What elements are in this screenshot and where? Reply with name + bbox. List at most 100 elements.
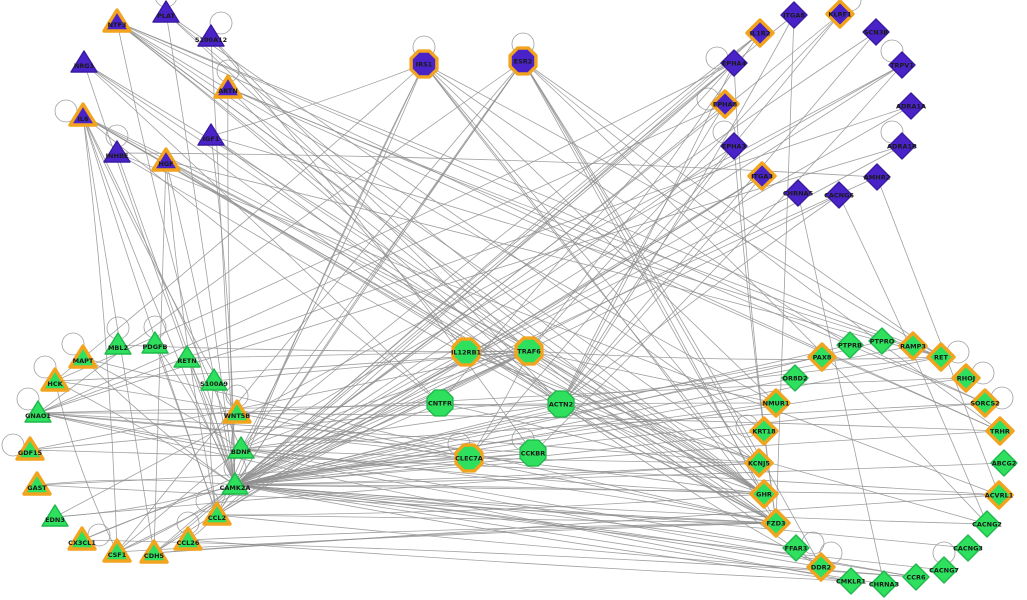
diamond-node-shape[interactable] (926, 342, 956, 372)
node-acvrl1[interactable]: ACVRL1 (984, 480, 1014, 510)
diamond-node-shape[interactable] (954, 534, 982, 562)
diamond-node-shape[interactable] (720, 132, 748, 160)
triangle-node-shape[interactable] (15, 436, 45, 461)
diamond-node-shape[interactable] (973, 510, 1001, 538)
node-mapt[interactable]: MAPT (68, 344, 98, 369)
triangle-node-shape[interactable] (152, 0, 180, 23)
diamond-node-shape[interactable] (902, 563, 930, 591)
diamond-node-shape[interactable] (780, 1, 808, 29)
diamond-node-shape[interactable] (761, 508, 791, 538)
octagon-node-shape[interactable] (514, 336, 544, 366)
diamond-node-shape[interactable] (985, 416, 1015, 446)
node-ccl2[interactable]: CCL2 (202, 501, 232, 526)
node-il1r2[interactable]: IL1R2 (745, 18, 775, 48)
diamond-node-shape[interactable] (930, 556, 958, 584)
triangle-node-shape[interactable] (104, 332, 132, 355)
triangle-node-shape[interactable] (68, 102, 98, 127)
diamond-node-shape[interactable] (710, 89, 740, 119)
node-ptprb[interactable]: PTPRB (836, 331, 864, 359)
octagon-node-shape[interactable] (454, 443, 484, 473)
octagon-node-shape[interactable] (451, 337, 481, 367)
triangle-node-shape[interactable] (70, 50, 98, 73)
node-ccl26[interactable]: CCL26 (173, 526, 203, 551)
diamond-node-shape[interactable] (744, 448, 774, 478)
node-cdh5[interactable]: CDH5 (139, 539, 169, 564)
node-pdgfb[interactable]: PDGFB (141, 331, 169, 354)
diamond-node-shape[interactable] (782, 534, 810, 562)
triangle-node-shape[interactable] (67, 526, 97, 551)
octagon-node-shape[interactable] (547, 390, 575, 418)
triangle-node-shape[interactable] (24, 400, 52, 423)
octagon-node-shape[interactable] (409, 49, 439, 79)
diamond-node-shape[interactable] (784, 179, 812, 207)
diamond-node-shape[interactable] (984, 480, 1014, 510)
triangle-node-shape[interactable] (41, 504, 69, 527)
triangle-node-shape[interactable] (221, 472, 249, 495)
node-scn3b[interactable]: SCN3B (862, 18, 890, 46)
octagon-node-shape[interactable] (519, 439, 547, 467)
triangle-node-shape[interactable] (197, 123, 225, 146)
triangle-node-shape[interactable] (40, 367, 70, 392)
triangle-node-shape[interactable] (68, 344, 98, 369)
node-gast[interactable]: GAST (22, 471, 52, 496)
triangle-node-shape[interactable] (102, 8, 132, 33)
diamond-node-shape[interactable] (745, 18, 775, 48)
node-trpv1[interactable]: TRPV1 (888, 51, 916, 79)
node-ntf3[interactable]: NTF3 (102, 8, 132, 33)
node-cx3cl1[interactable]: CX3CL1 (67, 526, 97, 551)
diamond-node-shape[interactable] (888, 51, 916, 79)
diamond-node-shape[interactable] (825, 181, 853, 209)
node-sorcs2[interactable]: SORCS2 (970, 388, 1000, 418)
diamond-node-shape[interactable] (888, 132, 916, 160)
diamond-node-shape[interactable] (836, 331, 864, 359)
node-irs1[interactable]: IRS1 (409, 49, 439, 79)
triangle-node-shape[interactable] (227, 436, 255, 459)
node-hck[interactable]: HCK (40, 367, 70, 392)
diamond-node-shape[interactable] (951, 363, 981, 393)
triangle-node-shape[interactable] (202, 501, 232, 526)
triangle-node-shape[interactable] (22, 471, 52, 496)
diamond-node-shape[interactable] (825, 0, 855, 29)
diamond-node-shape[interactable] (868, 327, 896, 355)
node-chrna3[interactable]: CHRNA3 (869, 570, 899, 598)
node-il6[interactable]: IL6 (68, 102, 98, 127)
triangle-node-shape[interactable] (139, 539, 169, 564)
node-fzd3[interactable]: FZD3 (761, 508, 791, 538)
node-plat[interactable]: PLAT (152, 0, 180, 23)
node-actn2[interactable]: ACTN2 (547, 390, 575, 418)
node-s100a12[interactable]: S100A12 (195, 24, 227, 47)
node-clec7a[interactable]: CLEC7A (454, 443, 484, 473)
node-cacng2[interactable]: CACNG2 (972, 510, 1002, 538)
triangle-node-shape[interactable] (102, 538, 132, 563)
diamond-node-shape[interactable] (862, 18, 890, 46)
node-esr2[interactable]: ESR2 (508, 46, 538, 76)
diamond-node-shape[interactable] (970, 388, 1000, 418)
node-edn3[interactable]: EDN3 (41, 504, 69, 527)
node-cacng3[interactable]: CACNG3 (953, 534, 983, 562)
node-inhbe[interactable]: INHBE (103, 140, 131, 163)
node-csf1[interactable]: CSF1 (102, 538, 132, 563)
diamond-node-shape[interactable] (781, 364, 809, 392)
node-itga8[interactable]: ITGA8 (780, 1, 808, 29)
triangle-node-shape[interactable] (200, 368, 228, 391)
triangle-node-shape[interactable] (173, 526, 203, 551)
triangle-node-shape[interactable] (103, 140, 131, 163)
diamond-node-shape[interactable] (749, 416, 779, 446)
node-epha8[interactable]: EPHA8 (710, 89, 740, 119)
node-gnao1[interactable]: GNAO1 (24, 400, 52, 423)
triangle-node-shape[interactable] (151, 147, 181, 172)
triangle-node-shape[interactable] (213, 74, 243, 99)
diamond-node-shape[interactable] (990, 449, 1018, 477)
triangle-node-shape[interactable] (173, 345, 201, 368)
node-cacng7[interactable]: CACNG7 (929, 556, 959, 584)
diamond-node-shape[interactable] (863, 163, 891, 191)
node-adra1a[interactable]: ADRA1A (896, 92, 926, 120)
diamond-node-shape[interactable] (720, 49, 748, 77)
node-trhr[interactable]: TRHR (985, 416, 1015, 446)
node-traf6[interactable]: TRAF6 (514, 336, 544, 366)
node-rhoj[interactable]: RHOJ (951, 363, 981, 393)
diamond-node-shape[interactable] (807, 342, 837, 372)
node-amhr2[interactable]: AMHR2 (863, 163, 891, 191)
diamond-node-shape[interactable] (749, 479, 779, 509)
diamond-node-shape[interactable] (897, 92, 925, 120)
